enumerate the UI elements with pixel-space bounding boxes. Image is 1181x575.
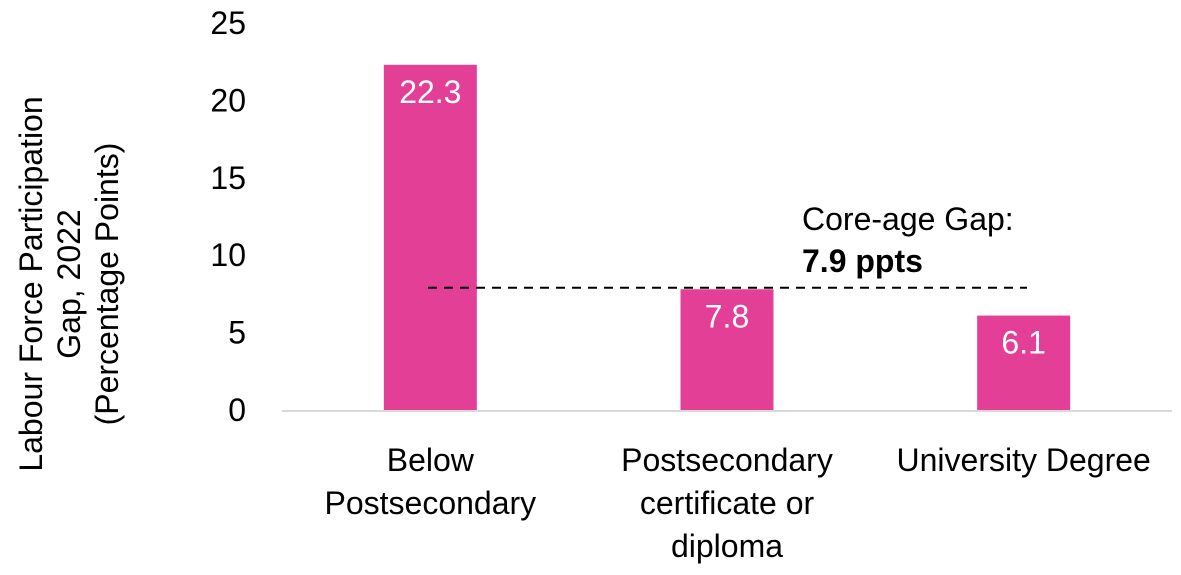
y-tick-label: 0 [228, 392, 246, 428]
y-tick-label: 20 [210, 82, 246, 118]
core-age-gap-value: 7.9 ppts [802, 243, 923, 279]
data-label: 22.3 [399, 74, 461, 110]
y-tick-labels: 0 5 10 15 20 25 [210, 5, 246, 428]
category-label: Postsecondary [324, 485, 536, 521]
category-label: Postsecondary [621, 442, 833, 478]
y-tick-label: 10 [210, 237, 246, 273]
y-tick-label: 15 [210, 160, 246, 196]
core-age-gap-annotation: Core-age Gap: 7.9 ppts [802, 201, 1014, 279]
category-label: University Degree [897, 442, 1151, 478]
data-label: 7.8 [705, 298, 749, 334]
y-axis-title-line-3: (Percentage Points) [89, 143, 125, 426]
bar [977, 315, 1071, 410]
data-labels: 22.3 7.8 6.1 [399, 74, 1046, 361]
bar [383, 64, 477, 411]
y-tick-label: 25 [210, 5, 246, 41]
y-tick-label: 5 [228, 315, 246, 351]
category-label: diploma [671, 528, 783, 564]
core-age-gap-label: Core-age Gap: [802, 201, 1014, 237]
y-axis-title-line-1: Labour Force Participation [13, 96, 49, 471]
bars [383, 64, 1071, 411]
y-axis-title: Labour Force Participation Gap, 2022 (Pe… [13, 96, 125, 471]
data-label: 6.1 [1001, 325, 1045, 361]
category-label: Below [387, 442, 475, 478]
bar [680, 289, 774, 410]
category-label: certificate or [640, 485, 815, 521]
y-axis-title-line-2: Gap, 2022 [51, 209, 87, 358]
category-labels: Below Postsecondary Postsecondary certifica… [324, 442, 1150, 564]
